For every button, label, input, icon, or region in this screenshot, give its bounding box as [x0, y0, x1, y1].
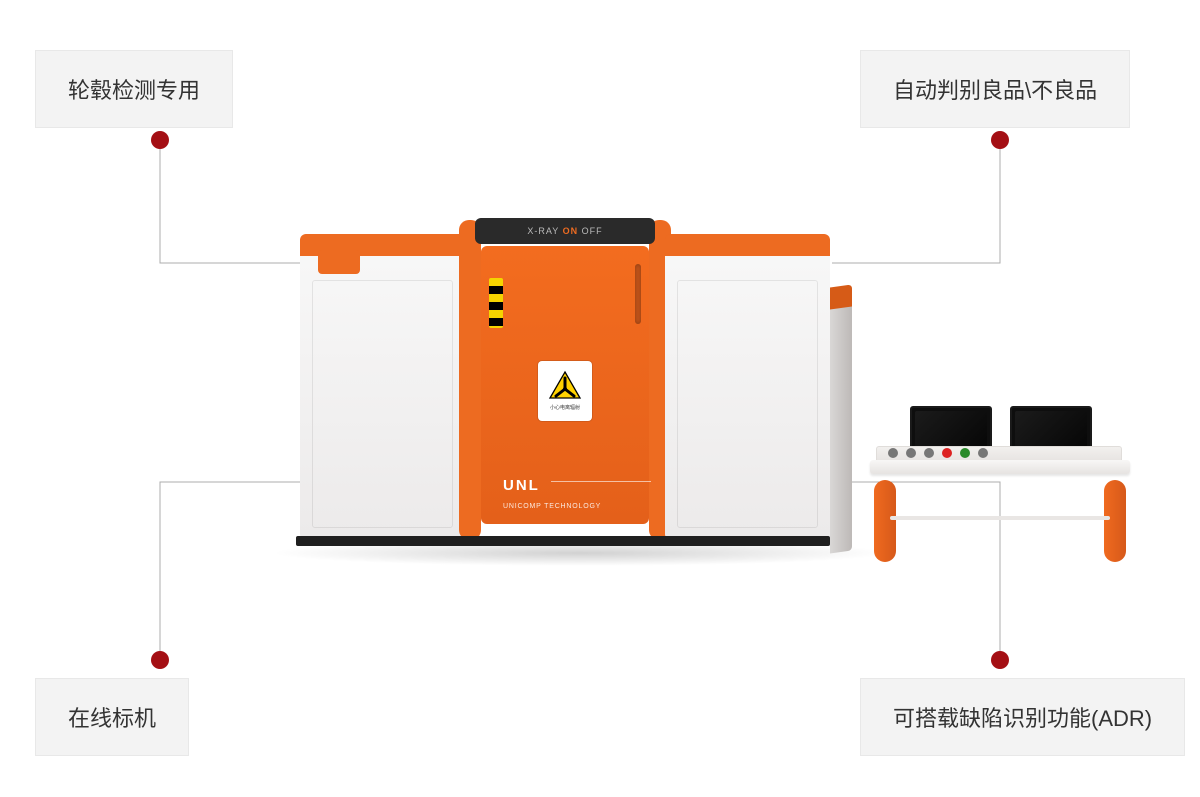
orange-pillar-left	[459, 220, 481, 540]
callout-bottom-right: 可搭载缺陷识别功能(ADR)	[860, 678, 1185, 756]
dot-bottom-left	[151, 651, 169, 669]
console-buttons	[888, 448, 988, 458]
status-on: ON	[563, 226, 579, 236]
callout-label: 可搭载缺陷识别功能(ADR)	[893, 706, 1152, 731]
cabinet-right-top-orange	[665, 234, 830, 256]
brand-divider	[551, 481, 651, 482]
safety-strip-icon	[489, 278, 503, 328]
control-console	[870, 390, 1130, 560]
desk-stretcher	[890, 516, 1110, 520]
desk-surface	[870, 460, 1130, 474]
machine-side-orange	[830, 284, 852, 309]
cabinet-right	[665, 240, 830, 540]
dot-top-left	[151, 131, 169, 149]
callout-top-right: 自动判别良品\不良品	[860, 50, 1130, 128]
brand-subtext: UNICOMP TECHNOLOGY	[503, 503, 601, 510]
status-prefix: X-RAY	[527, 226, 559, 236]
door-handle	[635, 264, 641, 324]
logo-badge-icon	[318, 250, 360, 274]
callout-bottom-left: 在线标机	[35, 678, 189, 756]
machine-illustration: X-RAY ON OFF 小心电离辐射 UNL	[300, 200, 860, 560]
callout-label: 轮毂检测专用	[68, 78, 200, 103]
dot-top-right	[991, 131, 1009, 149]
orange-door: 小心电离辐射 UNL UNICOMP TECHNOLOGY	[481, 246, 649, 524]
desk-leg-right	[1104, 480, 1126, 562]
machine-side-panel	[830, 290, 852, 553]
status-off: OFF	[582, 226, 603, 236]
machine-base	[296, 536, 830, 546]
callout-top-left: 轮毂检测专用	[35, 50, 233, 128]
desk-leg-left	[874, 480, 896, 562]
dot-bottom-right	[991, 651, 1009, 669]
hazard-sign: 小心电离辐射	[538, 361, 592, 421]
diagram-canvas: 轮毂检测专用 自动判别良品\不良品 在线标机 可搭载缺陷识别功能(ADR) 日联…	[0, 0, 1200, 797]
center-door-block: X-RAY ON OFF 小心电离辐射 UNL	[465, 220, 665, 540]
hazard-text: 小心电离辐射	[550, 404, 580, 411]
brand-text: UNL	[503, 477, 540, 494]
callout-label: 在线标机	[68, 706, 156, 731]
status-display: X-RAY ON OFF	[475, 218, 655, 244]
cabinet-left	[300, 240, 465, 540]
callout-label: 自动判别良品\不良品	[893, 78, 1097, 103]
